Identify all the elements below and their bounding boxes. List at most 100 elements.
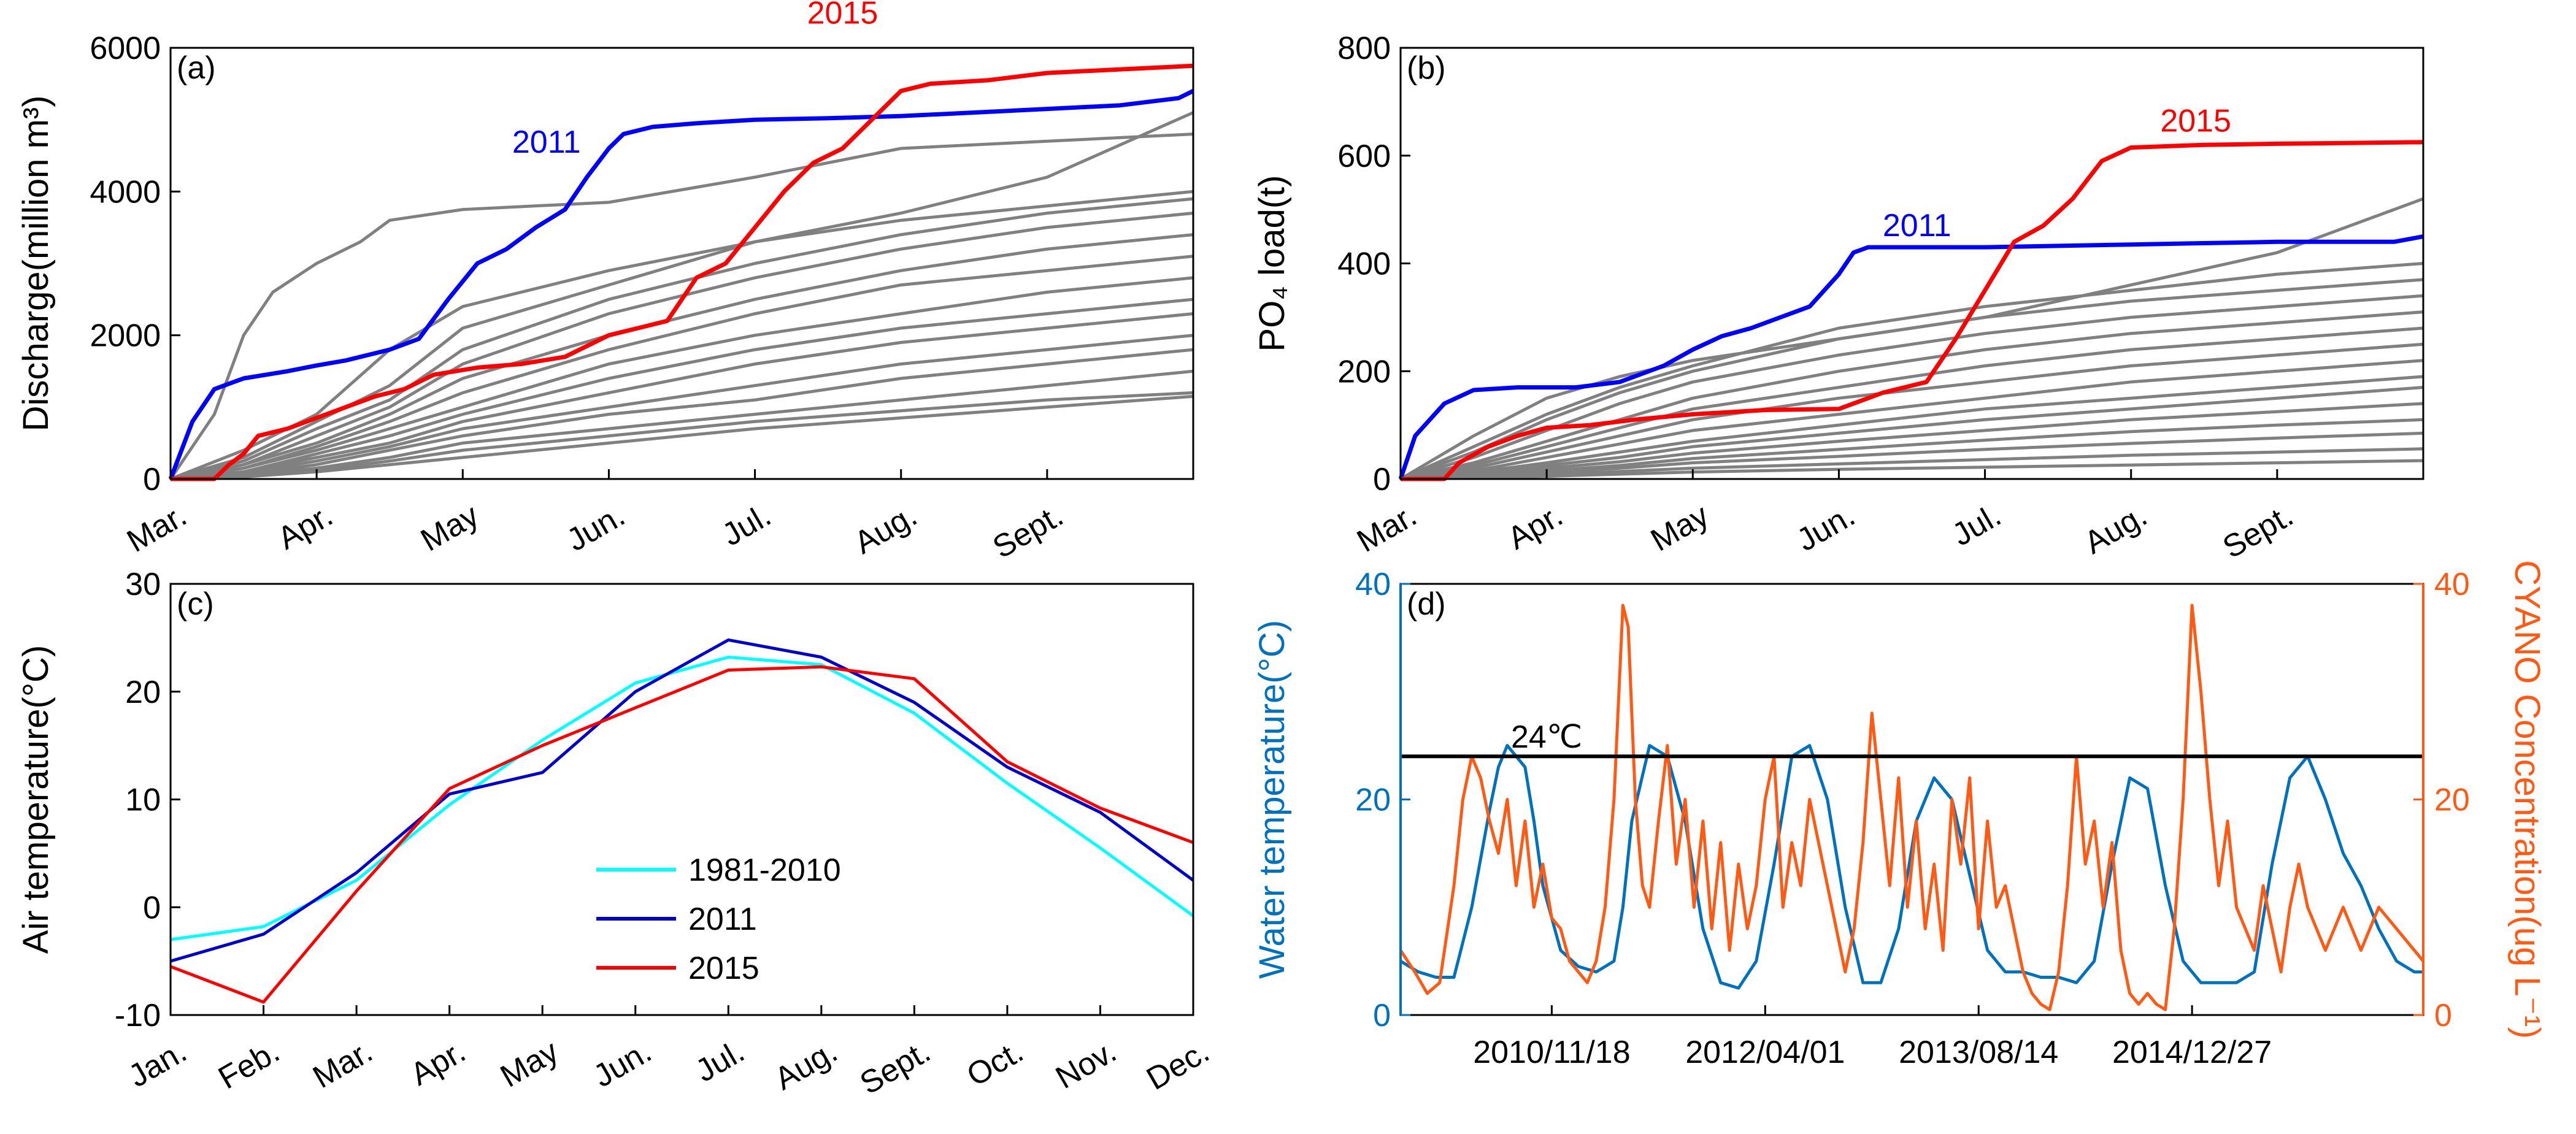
a-line-hist-6 [170, 233, 1194, 481]
a-line-2015 [171, 63, 1194, 481]
c-ylabel: Air temperature(°C) [16, 645, 56, 954]
b-ytick-label-3: 600 [1337, 139, 1391, 174]
b-line-hist-4 [1400, 294, 2424, 481]
c-line-1981-2010 [170, 656, 1194, 941]
c-ytick-label-0: -10 [115, 998, 161, 1033]
c-xtick-label-9: Oct. [961, 1033, 1029, 1094]
c-xtick-label-2: Mar. [307, 1033, 379, 1095]
a-axes-frame [169, 47, 1194, 480]
a-line-hist-8 [170, 276, 1194, 481]
b-xtick-label-4: Jul. [1946, 497, 2007, 553]
d-line-Water-temperature [1399, 744, 2423, 990]
a-line-hist-9 [170, 297, 1194, 481]
c-legend-label-2: 2015 [688, 951, 759, 986]
b-line-hist-11 [1400, 402, 2424, 481]
a-line-hist-12 [170, 348, 1194, 481]
d-xtick-label-1: 2012/04/01 [1685, 1035, 1845, 1070]
d-ytick-right-label-0: 0 [2434, 998, 2452, 1033]
b-ylabel: PO₄ load(t) [1252, 175, 1292, 352]
c-ytick-label-4: 30 [125, 567, 161, 602]
b-xtick-label-2: May [1645, 497, 1715, 558]
d-ytick-left-label-0: 0 [1373, 998, 1391, 1033]
b-line-hist-8 [1400, 359, 2424, 481]
a-xtick-label-1: Apr. [272, 497, 339, 556]
a-series-label-2011: 2011 [512, 125, 581, 160]
a-line-hist-4 [170, 197, 1194, 481]
a-xtick-label-6: Sept. [987, 497, 1069, 565]
a-ytick-label-3: 6000 [90, 31, 161, 66]
b-ytick-label-0: 0 [1373, 462, 1391, 497]
a-xtick-label-5: Aug. [848, 497, 923, 561]
b-panel-label: (b) [1407, 50, 1446, 86]
a-ytick-label-0: 0 [143, 462, 161, 497]
b-line-hist-5 [1400, 310, 2424, 481]
d-panel-label: (d) [1407, 586, 1446, 622]
panel-a: 0 2000 4000 6000 Mar. Apr. May Jun. Jul. Aug. Sept… [16, 0, 1194, 565]
c-legend-label-0: 1981-2010 [688, 852, 841, 888]
c-xtick-label-10: Nov. [1050, 1033, 1122, 1096]
c-axes-frame [169, 583, 1194, 1016]
a-line-hist-11 [170, 334, 1194, 481]
c-xtick-label-11: Dec. [1140, 1033, 1215, 1097]
d-threshold-label: 24℃ [1511, 719, 1582, 755]
b-axes-frame [1399, 47, 2424, 480]
panel-b: 0 200 400 600 800 Mar. Apr. May Jun. Jul. Aug. Sept… [1252, 31, 2424, 565]
c-xtick-label-3: Apr. [405, 1033, 472, 1092]
b-xtick-label-5: Aug. [2078, 497, 2153, 561]
b-line-2011 [1398, 234, 2424, 480]
a-ytick-label-2: 4000 [90, 174, 161, 210]
b-xtick-label-6: Sept. [2217, 497, 2299, 565]
b-line-hist-2 [1399, 262, 2424, 481]
b-ytick-label-4: 800 [1337, 31, 1391, 66]
c-legend-label-1: 2011 [688, 902, 757, 937]
b-xtick-label-3: Jun. [1791, 497, 1861, 558]
a-line-hist-1 [169, 132, 1194, 480]
b-line-hist-6 [1400, 326, 2424, 481]
b-line-2015 [1401, 140, 2424, 481]
d-axes-frame [1399, 583, 2424, 1016]
a-line-hist-10 [170, 312, 1194, 481]
c-xtick-label-4: May [494, 1033, 564, 1094]
a-line-hist-5 [170, 212, 1194, 481]
c-xtick-label-5: Jun. [588, 1033, 658, 1094]
a-xtick-label-2: May [415, 497, 485, 558]
c-line-2011 [170, 638, 1194, 963]
d-ytick-left-label-1: 20 [1355, 783, 1391, 818]
b-line-hist-1 [1399, 197, 2424, 481]
d-right-ylabel: CYANO Concentration(ug L⁻¹) [2507, 560, 2547, 1039]
b-series-label-2015: 2015 [2160, 103, 2231, 139]
c-ytick-label-3: 20 [125, 675, 161, 710]
panel-d: 24℃ 0 20 40 0 20 40 2010/11/18 2012/04/01 2013/08… [1252, 560, 2547, 1070]
b-line-hist-15 [1400, 459, 2424, 481]
c-panel-label: (c) [177, 586, 214, 622]
a-xtick-label-0: Mar. [121, 497, 193, 559]
d-ytick-right-label-1: 20 [2434, 783, 2470, 818]
b-line-hist-13 [1400, 431, 2424, 481]
c-xtick-label-6: Jul. [690, 1033, 750, 1089]
d-ytick-left-label-2: 40 [1355, 567, 1391, 602]
a-xtick-label-4: Jul. [716, 497, 777, 553]
b-series-label-2011: 2011 [1883, 208, 1951, 243]
b-ytick-label-1: 200 [1337, 354, 1391, 389]
b-xtick-label-1: Apr. [1502, 497, 1569, 556]
c-xtick-label-7: Aug. [769, 1033, 844, 1097]
a-ylabel: Discharge(million m³) [16, 96, 56, 432]
a-series-label-2015: 2015 [807, 0, 879, 31]
c-xtick-label-0: Jan. [123, 1033, 193, 1094]
d-xtick-label-2: 2013/08/14 [1899, 1035, 2058, 1070]
a-xtick-label-3: Jun. [561, 497, 631, 558]
b-line-hist-9 [1400, 375, 2424, 481]
a-line-hist-7 [170, 255, 1194, 481]
b-line-hist-3 [1400, 278, 2424, 481]
c-line-2015 [170, 665, 1194, 1004]
b-xtick-label-0: Mar. [1351, 497, 1423, 559]
c-xtick-label-1: Feb. [212, 1033, 285, 1096]
b-ytick-label-2: 400 [1337, 247, 1391, 282]
d-xtick-label-0: 2010/11/18 [1473, 1035, 1630, 1070]
d-xtick-label-3: 2014/12/27 [2112, 1035, 2272, 1070]
a-line-2011 [168, 89, 1194, 480]
b-line-hist-10 [1400, 386, 2424, 481]
panel-c: -10 0 10 20 30 Jan. Feb. Mar. Apr. May Jun. Jul. Aug… [16, 567, 1215, 1101]
c-xtick-label-8: Sept. [854, 1033, 936, 1101]
